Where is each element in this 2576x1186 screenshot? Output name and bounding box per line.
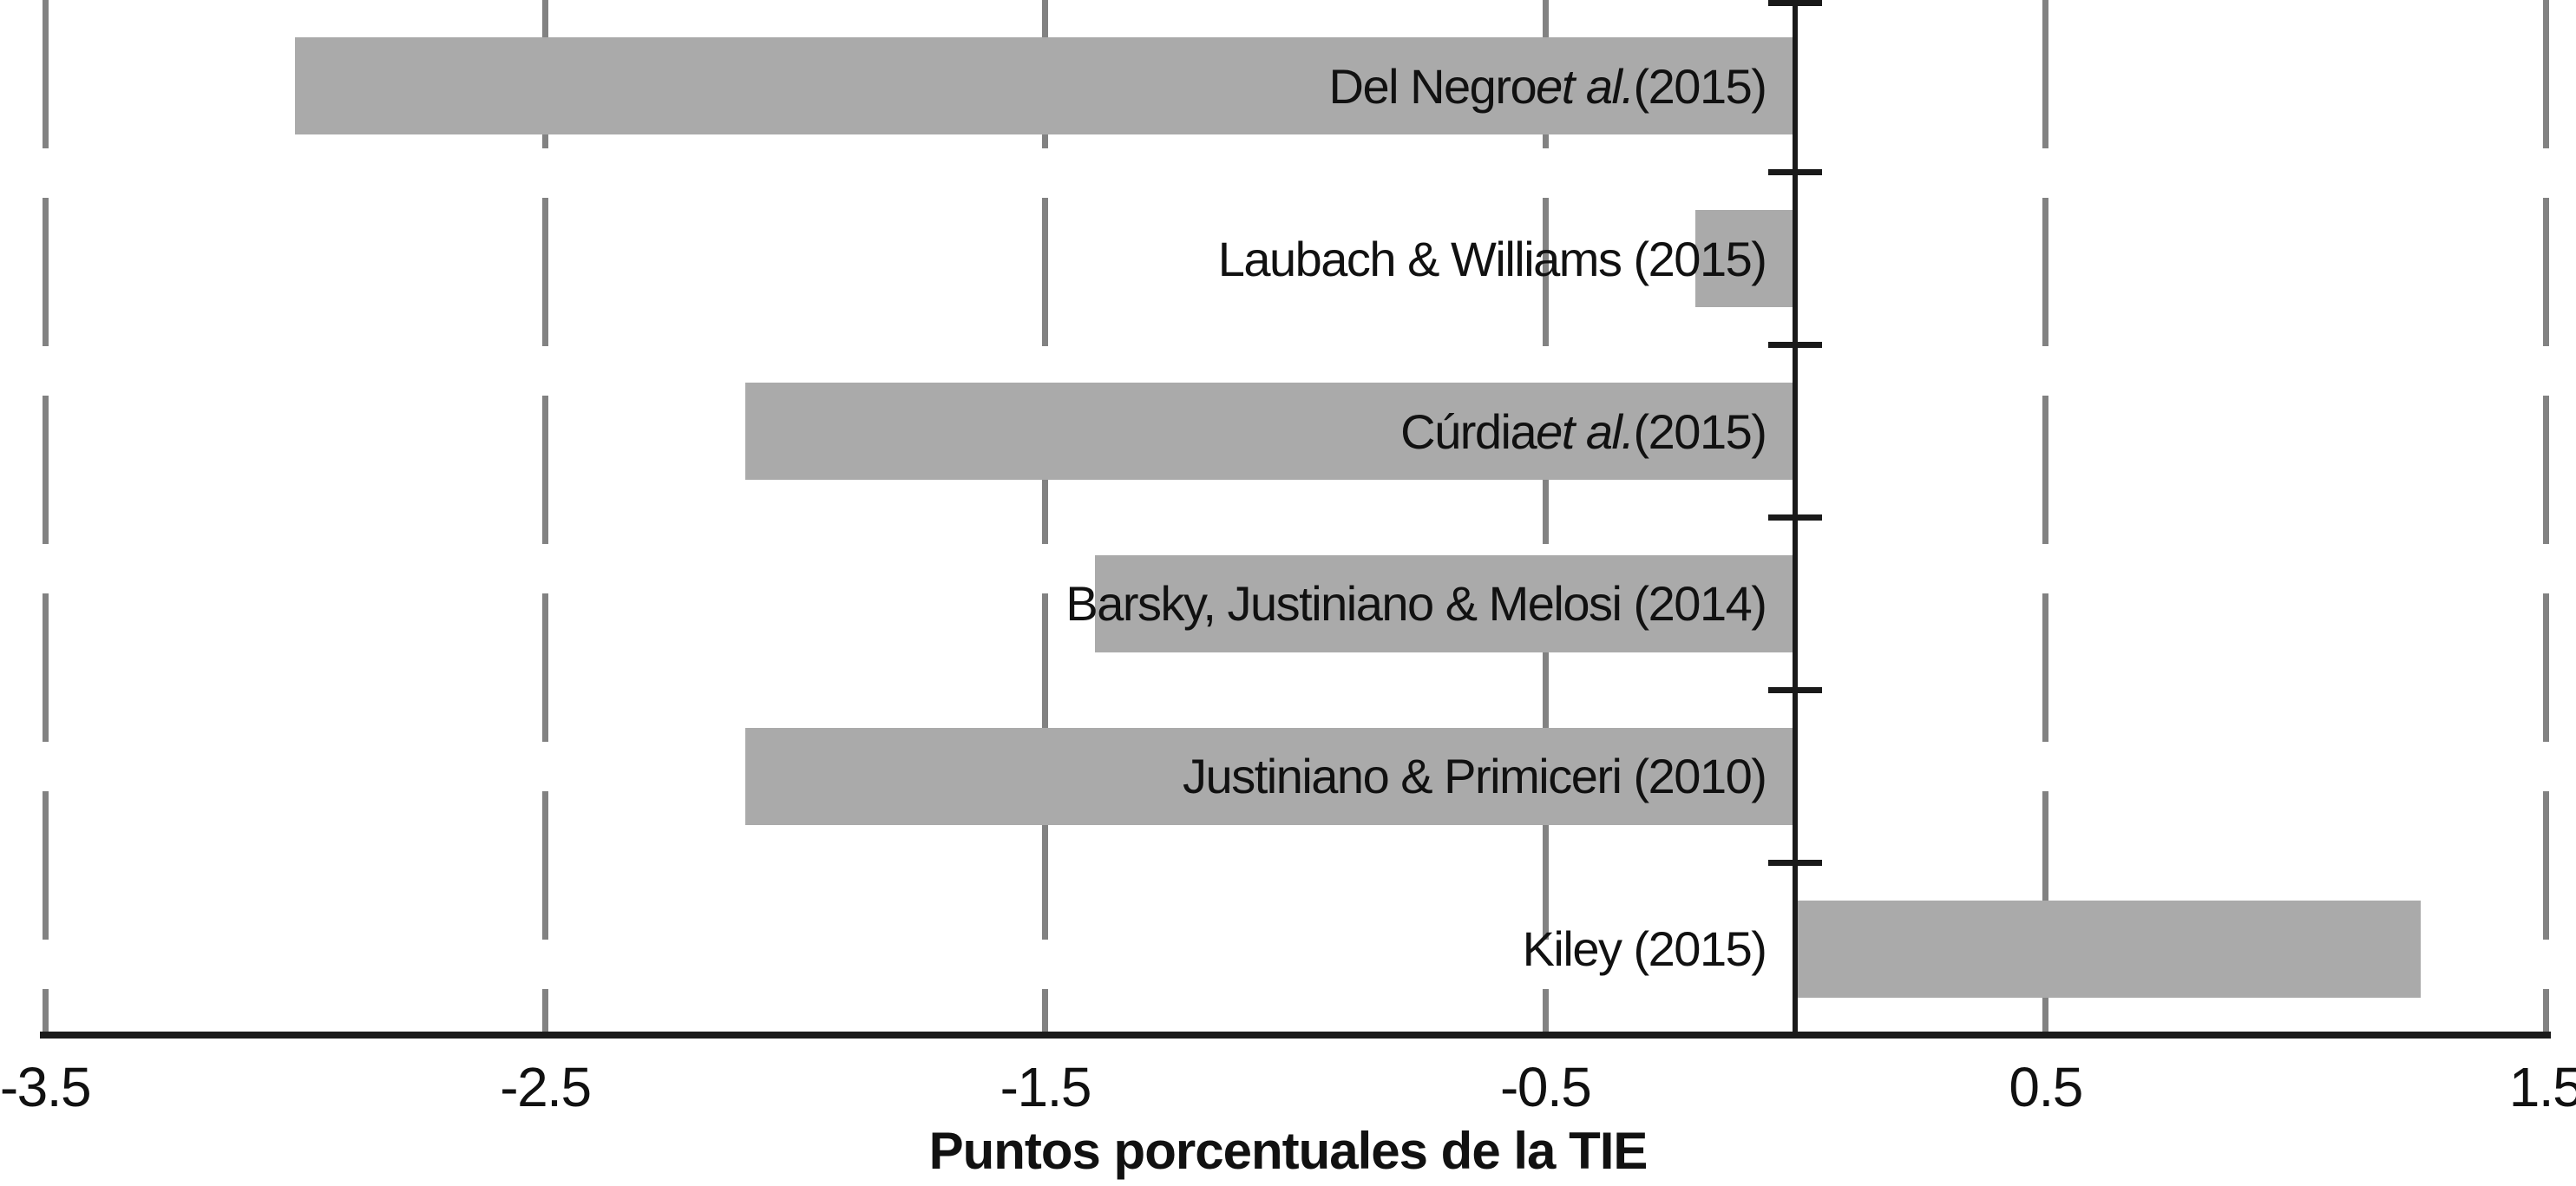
bar-label: Del Negro et al. (2015): [0, 0, 1767, 173]
gridline-x--1.5: [1042, 0, 1049, 1035]
x-tick-label: -3.5: [0, 1056, 92, 1118]
bar: [744, 727, 1796, 825]
gridline-x-1.5: [2542, 0, 2549, 1035]
bar-label-part-italic: et al.: [1536, 403, 1635, 459]
gridline-x--3.5: [42, 0, 49, 1035]
bar-label-part: Barsky, Justiniano & Melosi (2014): [1065, 576, 1767, 632]
bar-label-part: Kiley (2015): [1522, 921, 1767, 977]
x-tick-label: -1.5: [1000, 1056, 1092, 1118]
zero-axis-tick: [1768, 859, 1823, 866]
x-tick-label: 0.5: [2009, 1056, 2083, 1118]
bar-label-part: Laubach & Williams (2015): [1217, 231, 1767, 286]
bar: [1695, 210, 1796, 308]
zero-axis-tick: [1768, 342, 1823, 349]
bar-label-part: Del Negro: [1328, 58, 1537, 114]
bar: [1095, 554, 1796, 652]
bar-label: Justiniano & Primiceri (2010): [0, 690, 1767, 862]
bar-label: Laubach & Williams (2015): [0, 173, 1767, 345]
x-axis-line: [40, 1032, 2551, 1039]
bar-label-part: Cúrdia: [1400, 403, 1537, 459]
zero-axis-tick: [1768, 514, 1823, 521]
gridline-x--0.5: [1542, 0, 1549, 1035]
x-tick-label: -0.5: [1500, 1056, 1592, 1118]
bar-label: Barsky, Justiniano & Melosi (2014): [0, 518, 1767, 691]
bar-label-part: (2015): [1633, 58, 1767, 114]
gridline-x-0.5: [2042, 0, 2049, 1035]
zero-axis-tick: [1768, 686, 1823, 693]
bar-label: Cúrdia et al. (2015): [0, 345, 1767, 518]
gridline-x--2.5: [541, 0, 548, 1035]
x-tick-label: 1.5: [2508, 1056, 2576, 1118]
x-tick-label: -2.5: [500, 1056, 592, 1118]
zero-axis-tick: [1768, 0, 1823, 6]
plot-area: Del Negro et al. (2015) Laubach & William…: [0, 0, 2549, 1035]
bar: [1795, 900, 2421, 998]
x-axis-title: Puntos porcentuales de la TIE: [928, 1122, 1649, 1180]
bar: [295, 37, 1796, 135]
bar: [744, 383, 1796, 481]
zero-axis-tick: [1768, 169, 1823, 176]
bar-label-part-italic: et al.: [1536, 58, 1635, 114]
bar-label: Kiley (2015): [0, 862, 1767, 1035]
bar-label-part: Justiniano & Primiceri (2010): [1183, 749, 1767, 804]
bar-label-part: (2015): [1633, 403, 1767, 459]
